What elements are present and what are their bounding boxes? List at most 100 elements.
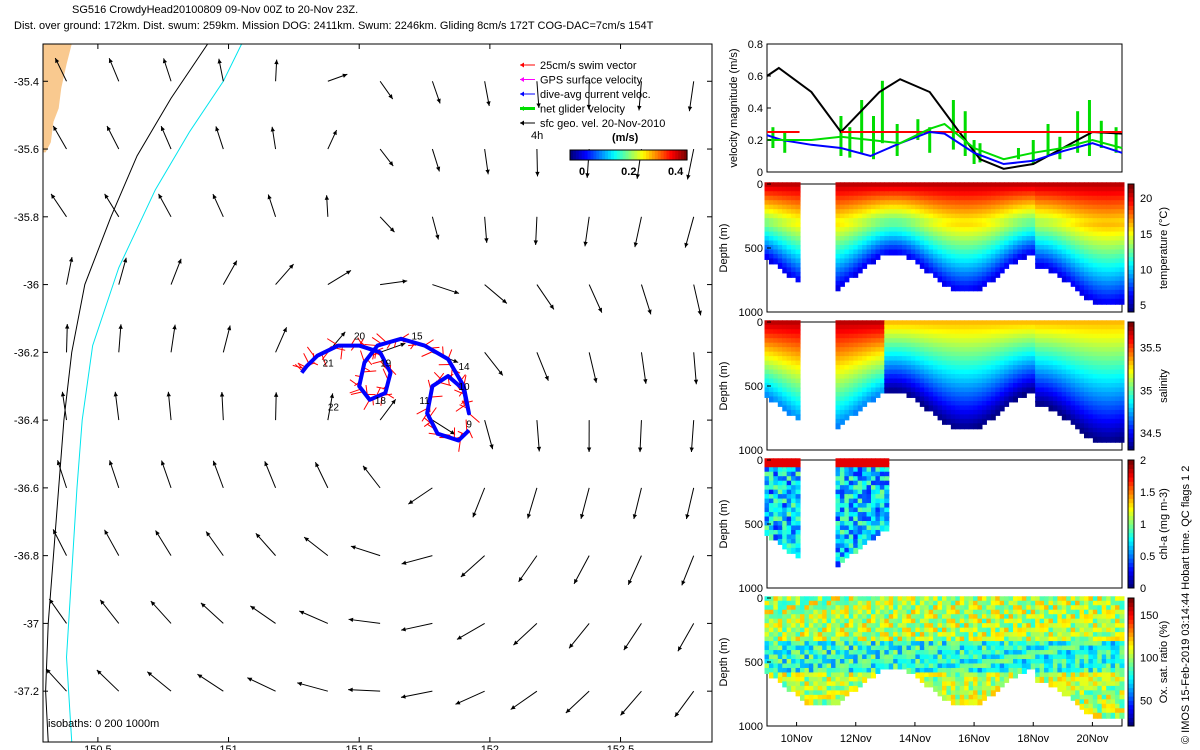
- panel-colorbar-tick-label: 5: [1140, 300, 1146, 312]
- section-cell: [1075, 351, 1081, 358]
- section-cell: [813, 659, 819, 665]
- section-cell: [848, 391, 854, 398]
- section-cell: [1061, 378, 1067, 385]
- section-cell: [950, 342, 956, 349]
- section-cell: [782, 191, 788, 198]
- section-cell: [848, 641, 854, 648]
- swim-vector: [372, 359, 385, 365]
- section-cell: [857, 204, 863, 211]
- geo-velocity-arrow: [222, 325, 231, 353]
- section-cell: [839, 623, 845, 630]
- section-cell: [791, 462, 797, 469]
- section-cell: [990, 324, 996, 331]
- section-cell: [853, 667, 859, 674]
- section-cell: [937, 240, 943, 247]
- section-cell: [795, 650, 801, 657]
- velocity-ytick-label: 0.8: [748, 39, 763, 51]
- section-cell: [959, 347, 965, 354]
- section-cell: [1110, 409, 1116, 416]
- section-cell: [981, 222, 987, 229]
- section-cell: [1088, 249, 1094, 256]
- section-cell: [862, 521, 868, 527]
- geo-velocity-arrow: [638, 81, 642, 111]
- section-cell: [959, 338, 965, 345]
- geo-velocity-arrowhead: [160, 126, 165, 132]
- section-cell: [773, 369, 779, 376]
- section-cell: [853, 467, 859, 474]
- section-cell: [866, 609, 872, 616]
- section-cell: [955, 227, 961, 234]
- section-cell: [839, 400, 845, 407]
- section-cell: [1079, 285, 1085, 292]
- section-cell: [986, 356, 992, 363]
- section-cell: [848, 516, 854, 523]
- section-cell: [999, 374, 1005, 381]
- panel-colorbar-tick-label: 20: [1140, 193, 1152, 205]
- section-cell: [915, 320, 921, 327]
- section-cell: [862, 182, 868, 189]
- section-cell: [782, 609, 788, 616]
- section-cell: [862, 333, 868, 340]
- section-cell: [946, 409, 952, 416]
- section-cell: [795, 369, 801, 376]
- section-cell: [915, 186, 921, 193]
- section-cell: [835, 489, 841, 496]
- section-cell: [857, 231, 863, 238]
- section-cell: [893, 236, 899, 243]
- section-cell: [853, 222, 859, 229]
- section-cell: [839, 347, 845, 354]
- geo-velocity-arrow: [677, 623, 695, 652]
- section-cell: [884, 462, 890, 469]
- section-cell: [946, 209, 952, 216]
- section-cell: [1075, 423, 1081, 430]
- section-cell: [888, 227, 894, 234]
- section-cell: [995, 333, 1001, 340]
- section-cell: [915, 663, 921, 670]
- section-cell: [1039, 186, 1045, 193]
- section-cell: [773, 489, 779, 496]
- section-cell: [1110, 258, 1116, 265]
- section-cell: [822, 659, 828, 665]
- section-cell: [1017, 236, 1023, 243]
- section-cell: [1030, 365, 1036, 372]
- section-cell: [933, 374, 939, 381]
- section-cell: [1057, 329, 1063, 336]
- section-cell: [875, 650, 881, 657]
- section-cell: [1057, 204, 1063, 211]
- section-cell: [959, 400, 965, 407]
- section-cell: [1092, 227, 1098, 234]
- section-cell: [910, 320, 916, 327]
- geo-velocity-arrow: [222, 260, 238, 285]
- section-cell: [1079, 333, 1085, 340]
- section-cell: [1017, 200, 1023, 207]
- section-cell: [919, 249, 925, 256]
- section-cell: [835, 538, 841, 545]
- section-cell: [839, 383, 845, 389]
- section-cell: [950, 596, 956, 603]
- section-cell: [768, 498, 774, 505]
- section-cell: [866, 218, 872, 225]
- section-cell: [866, 636, 872, 643]
- geo-velocity-arrow: [250, 605, 276, 624]
- section-cell: [1070, 231, 1076, 238]
- section-cell: [990, 245, 996, 251]
- section-cell: [933, 227, 939, 234]
- section-cell: [844, 503, 850, 510]
- section-cell: [1048, 231, 1054, 238]
- section-cell: [764, 338, 770, 345]
- section-cell: [782, 231, 788, 238]
- geo-velocity-arrow: [565, 690, 590, 714]
- section-cell: [782, 663, 788, 670]
- section-cell: [1075, 405, 1081, 412]
- section-cell: [1066, 391, 1072, 398]
- section-cell: [906, 191, 912, 198]
- section-cell: [862, 218, 868, 225]
- section-cell: [862, 516, 868, 523]
- section-cell: [986, 387, 992, 394]
- section-cell: [1101, 387, 1107, 394]
- section-cell: [893, 614, 899, 621]
- section-cell: [995, 405, 1001, 412]
- section-cell: [1057, 333, 1063, 340]
- section-cell: [795, 227, 801, 234]
- section-cell: [1061, 356, 1067, 363]
